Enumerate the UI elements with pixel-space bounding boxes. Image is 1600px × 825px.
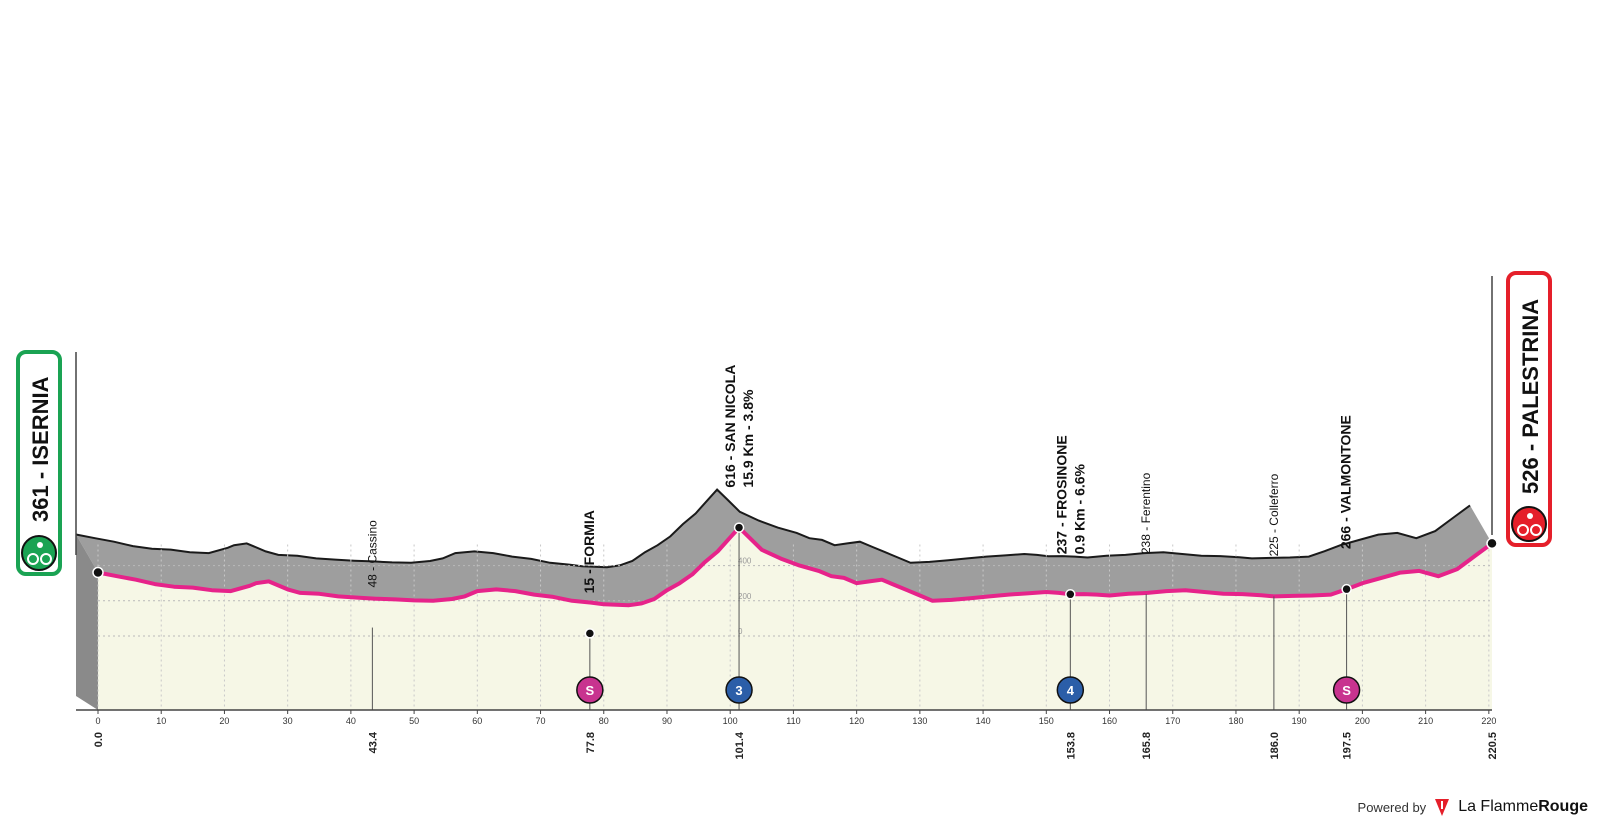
x-axis: 0 10 20 30 40 50 60 70 80 90 100 110 120 130 140 150 160…: [76, 709, 1499, 760]
sprint-badge-1: [576, 676, 604, 704]
x-tick-label-16: 160: [1102, 716, 1117, 726]
brand-name: La FlammeRouge: [1458, 798, 1588, 816]
finish-cyclist-wheel-1: [1517, 524, 1529, 536]
powered-by-text: Powered by: [1357, 799, 1427, 815]
x-tick-label-0: 0: [95, 716, 100, 726]
x-tick-label-18: 180: [1228, 716, 1243, 726]
x-tick-label-14: 140: [976, 716, 991, 726]
brand-name-bold: Rouge: [1538, 798, 1588, 815]
climb-badge-2: [725, 676, 753, 704]
relief-left-wall: [76, 534, 98, 710]
poi-label-4: 238 - Ferentino: [1139, 472, 1153, 554]
poi-dot-6: [1341, 583, 1352, 595]
badge-label-6: S: [1342, 683, 1351, 698]
start-label: 361 - ISERNIA: [28, 376, 53, 522]
badge-label-3: 4: [1067, 683, 1075, 698]
y-tick-label-1: 200: [738, 592, 752, 601]
x-tick-label-4: 40: [346, 716, 356, 726]
start-dot: [92, 566, 104, 579]
finish-cyclist-wheel-2: [1530, 524, 1542, 536]
climb-badge-3: [1056, 676, 1085, 704]
start-cyclist-wheel-1: [27, 553, 39, 565]
plain-fill: [98, 527, 1492, 710]
relief-ridge-line: [75, 488, 1471, 569]
km-marker-label-4: 153.8: [1065, 732, 1077, 760]
poi-layer: 48 - Cassino 15 - FORMIA S 616 - SAN NICOLA…: [365, 365, 1361, 710]
km-marker-label-6: 186.0: [1269, 732, 1281, 760]
x-tick-label-9: 90: [662, 716, 672, 726]
km-marker-label-8: 220.5: [1487, 732, 1499, 760]
route-layer: [92, 525, 1498, 608]
poi-dot-3: [1065, 589, 1076, 600]
x-tick-label-15: 150: [1039, 716, 1054, 726]
poi-dot-1: [584, 628, 596, 639]
x-tick-label-10: 100: [723, 716, 738, 726]
finish-dot: [1486, 537, 1498, 550]
relief-layer: [75, 488, 1492, 710]
y-tick-label-0: 0: [738, 627, 743, 636]
poi-label-6: 266 - VALMONTONE: [1338, 415, 1354, 549]
finish-cyclist-head: [1527, 513, 1533, 519]
poi-label-3: 237 - FROSINONE: [1053, 435, 1069, 554]
x-tick-label-5: 50: [409, 716, 419, 726]
x-tick-label-13: 130: [912, 716, 927, 726]
y-tick-label-2: 400: [738, 557, 752, 566]
start-cyclist-icon: [21, 535, 57, 571]
x-tick-label-21: 210: [1418, 716, 1433, 726]
start-badge: [16, 350, 62, 576]
km-marker-label-7: 197.5: [1342, 732, 1354, 760]
x-tick-label-17: 170: [1165, 716, 1180, 726]
x-tick-label-12: 120: [849, 716, 864, 726]
poi-sublabel-2: 15.9 Km - 3.8%: [740, 389, 756, 488]
poi-label-0: 48 - Cassino: [365, 520, 379, 588]
km-marker-label-0: 0.0: [93, 732, 105, 747]
poi-sublabel-3: 0.9 Km - 6.6%: [1071, 463, 1087, 554]
poi-label-2: 616 - SAN NICOLA: [722, 365, 738, 488]
sprint-badge-6: [1332, 676, 1361, 704]
km-marker-label-3: 101.4: [734, 731, 746, 759]
x-tick-label-6: 60: [472, 716, 482, 726]
x-tick-label-22: 220: [1481, 716, 1496, 726]
badge-label-1: S: [586, 683, 595, 698]
poi-label-1: 15 - FORMIA: [581, 510, 597, 593]
relief-band: [76, 489, 1492, 606]
x-tick-label-2: 20: [219, 716, 229, 726]
finish-cyclist-icon: [1511, 506, 1547, 542]
badge-label-2: 3: [735, 683, 742, 698]
powered-by-footer: Powered by La FlammeRouge: [1358, 797, 1588, 817]
poi-dot-2: [733, 522, 745, 533]
x-tick-label-19: 190: [1292, 716, 1307, 726]
x-tick-label-7: 70: [536, 716, 546, 726]
la-flamme-rouge-logo-icon: [1435, 799, 1450, 816]
x-tick-label-8: 80: [599, 716, 609, 726]
x-tick-label-1: 10: [156, 716, 166, 726]
km-marker-label-2: 77.8: [585, 732, 597, 753]
finish-label: 526 - PALESTRINA: [1518, 299, 1543, 494]
start-cyclist-head: [37, 542, 43, 548]
finish-badge: [1506, 271, 1552, 547]
start-finish-badges: 361 - ISERNIA 526 - PALESTRINA: [16, 271, 1552, 576]
brand-name-light: La Flamme: [1458, 798, 1539, 815]
x-tick-label-3: 30: [283, 716, 293, 726]
km-marker-label-1: 43.4: [367, 731, 379, 753]
route-line: [97, 525, 1494, 608]
poi-label-5: 225 - Colleferro: [1267, 473, 1281, 556]
start-cyclist-wheel-2: [40, 553, 52, 565]
x-tick-label-20: 200: [1355, 716, 1370, 726]
km-marker-label-5: 165.8: [1141, 732, 1153, 760]
x-tick-label-11: 110: [786, 716, 800, 726]
